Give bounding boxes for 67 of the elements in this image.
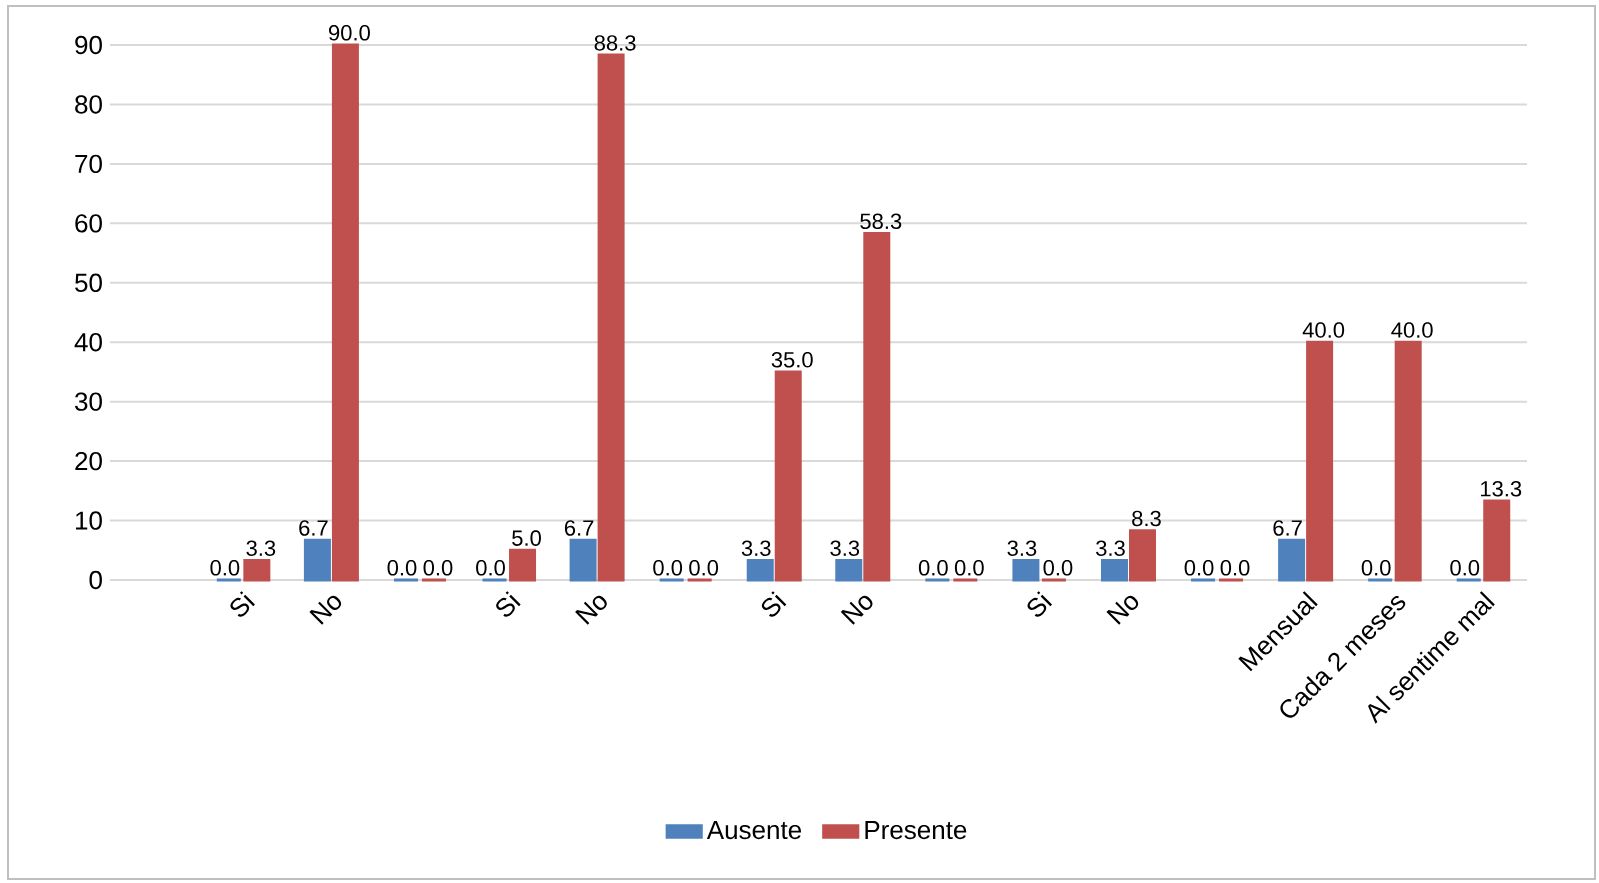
data-label: 3.3 <box>1096 540 1125 556</box>
bar <box>774 370 802 582</box>
data-label: 0.0 <box>918 560 948 576</box>
y-tick-label: 90 <box>75 35 102 55</box>
bar <box>1012 558 1040 582</box>
legend-label: Presente <box>865 821 967 840</box>
data-label: 5.0 <box>512 530 541 546</box>
bar <box>1394 340 1422 582</box>
y-tick-label: 50 <box>75 273 102 292</box>
data-label: 0.0 <box>954 560 984 576</box>
x-tick-label: No <box>1106 595 1139 625</box>
data-label: 0.0 <box>476 560 505 576</box>
data-label: 0.0 <box>1220 560 1250 576</box>
bar <box>746 558 774 582</box>
y-tick-label: 0 <box>89 570 102 590</box>
x-tick-label: Si <box>496 591 521 617</box>
data-label: 6.7 <box>1273 520 1302 536</box>
data-label: 40.0 <box>1391 322 1433 338</box>
data-label: 8.3 <box>1132 510 1161 527</box>
x-tick-label: No <box>575 595 607 625</box>
data-label: 0.0 <box>1184 560 1214 576</box>
y-tick-label: 10 <box>75 511 102 530</box>
bar <box>835 558 863 582</box>
y-tick-label: 80 <box>75 95 102 114</box>
bar <box>597 53 625 582</box>
data-label: 3.3 <box>1007 540 1037 556</box>
y-tick-label: 40 <box>74 333 102 352</box>
data-label: 0.0 <box>653 560 683 576</box>
data-label: 35.0 <box>771 351 813 368</box>
data-label: 0.0 <box>1043 560 1073 576</box>
bar <box>1483 499 1511 582</box>
bar <box>863 231 891 582</box>
data-label: 6.7 <box>299 520 328 536</box>
data-label: 0.0 <box>1361 560 1391 576</box>
data-label: 3.3 <box>246 540 276 556</box>
bar <box>303 538 331 582</box>
x-tick-label: No <box>309 595 342 625</box>
data-label: 3.3 <box>741 540 771 556</box>
y-tick-label: 30 <box>75 392 102 411</box>
legend-label: Ausente <box>706 821 802 840</box>
bar <box>331 43 359 582</box>
bar <box>569 538 597 582</box>
bar <box>243 558 271 582</box>
x-tick-label: Si <box>761 591 787 617</box>
data-label: 58.3 <box>860 213 902 230</box>
y-tick-label: 20 <box>75 451 102 471</box>
data-label: 0.0 <box>210 560 240 576</box>
bar <box>1306 340 1334 582</box>
x-tick-label: Si <box>1027 591 1053 617</box>
data-label: 0.0 <box>1450 560 1480 576</box>
bar <box>1100 558 1128 582</box>
data-label: 6.7 <box>564 520 594 536</box>
data-label: 3.3 <box>830 540 860 556</box>
y-tick-label: 70 <box>75 154 102 174</box>
data-label: 0.0 <box>387 560 417 576</box>
data-label: 40.0 <box>1302 322 1345 338</box>
bar <box>1278 538 1306 582</box>
data-label: 88.3 <box>594 35 636 51</box>
y-tick-label: 60 <box>75 214 102 233</box>
data-label: 90.0 <box>329 25 370 41</box>
data-label: 0.0 <box>423 560 453 576</box>
data-label: 13.3 <box>1480 480 1522 497</box>
bar <box>509 548 537 582</box>
x-tick-label: Si <box>230 591 255 617</box>
x-tick-label: No <box>840 595 873 625</box>
data-label: 0.0 <box>689 560 719 576</box>
bar <box>1128 529 1156 582</box>
